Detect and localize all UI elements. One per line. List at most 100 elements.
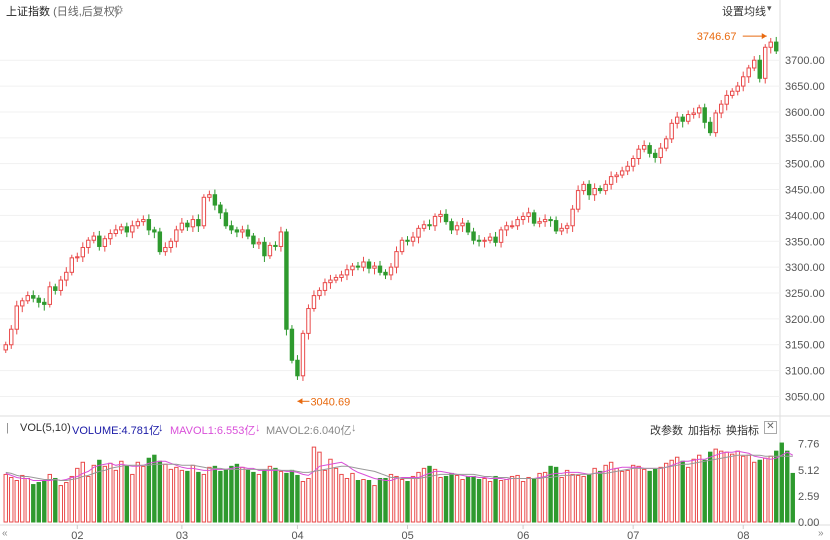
volume-bar [388, 473, 394, 523]
volume-bar [185, 470, 190, 523]
volume-bar [394, 475, 399, 523]
candle-body [746, 67, 751, 78]
volume-bar [75, 467, 80, 523]
candle-body [730, 90, 735, 96]
volume-bar [157, 460, 163, 523]
volume-bar [383, 477, 388, 523]
candle-body [300, 332, 306, 377]
volume-bar [317, 451, 322, 523]
volume-bar [476, 478, 482, 523]
volume-bar [663, 462, 669, 523]
candle-body [64, 271, 69, 281]
volume-bar [14, 480, 19, 523]
volume-bar [548, 465, 553, 523]
mavol1-value: MAVOL1:6.553亿 [170, 425, 256, 437]
mavol1-arrow: ↓ [255, 422, 261, 434]
volume-bar [586, 473, 592, 523]
volume-indicator-bar: | VOL(5,10) VOLUME:4.781亿 ↓ MAVOL1:6.553… [0, 420, 780, 437]
candle-body [267, 244, 273, 257]
candle-body [234, 229, 240, 233]
volume-bar [328, 458, 333, 523]
volume-bar [768, 455, 773, 523]
candle-body [685, 114, 691, 122]
candle-body [493, 236, 498, 243]
candle-body [383, 271, 388, 276]
candle-body [58, 279, 63, 291]
candle-body [141, 219, 146, 223]
volume-bar [168, 468, 174, 523]
candle-body [80, 246, 86, 258]
volume-bar [570, 473, 575, 523]
gear-icon[interactable]: ⚙ [113, 3, 124, 17]
candle-body [575, 190, 581, 210]
switch-indicator-button[interactable]: 换指标 [726, 425, 759, 437]
volume-bar [757, 459, 762, 523]
volume-bar [625, 469, 630, 523]
candle-body [498, 229, 504, 243]
mavol2-value: MAVOL2:6.040亿 [266, 425, 352, 437]
volume-bar [614, 467, 619, 523]
candle-body [25, 295, 30, 302]
volume-bar [223, 468, 229, 523]
add-indicator-button[interactable]: 加指标 [688, 425, 721, 437]
candle-body [570, 208, 575, 227]
candle-body [163, 246, 168, 253]
candle-body [427, 224, 432, 227]
volume-bar [696, 454, 702, 523]
volume-bar [443, 475, 449, 523]
close-icon[interactable]: ✕ [764, 421, 777, 434]
volume-bar [421, 467, 427, 523]
volume-bar [130, 473, 135, 523]
candle-body [218, 204, 223, 214]
volume-bar [636, 465, 641, 523]
candle-body [322, 282, 328, 291]
candle-body [724, 94, 729, 105]
scroll-right-icon[interactable]: » [818, 528, 824, 539]
volume-bar [763, 457, 768, 523]
candle-body [289, 328, 295, 361]
change-params-button[interactable]: 改参数 [650, 425, 683, 437]
volume-bar [135, 461, 141, 523]
candle-body [53, 286, 58, 291]
candle-body [707, 121, 713, 134]
volume-bar [482, 477, 487, 523]
scroll-left-icon[interactable]: « [2, 528, 8, 539]
volume-bar [730, 453, 735, 523]
candle-body [333, 276, 339, 281]
x-tick-label: 03 [176, 530, 188, 540]
volume-bar [42, 480, 47, 523]
volume-bar [707, 451, 713, 523]
volume-bar [289, 469, 295, 523]
volume-bar [702, 459, 707, 523]
candle-body [581, 183, 586, 192]
candle-body [454, 225, 460, 231]
candle-body [344, 269, 350, 276]
volume-bar [97, 459, 102, 523]
volume-bar [553, 466, 559, 523]
volume-bar [3, 473, 8, 523]
candle-body [317, 289, 322, 297]
candle-body [130, 225, 135, 233]
volume-bar [438, 476, 443, 523]
volume-bar [746, 454, 751, 523]
candle-body [625, 165, 630, 172]
volume-bar [361, 478, 366, 523]
y-tick-label: 3050.00 [785, 391, 825, 403]
set-ma-button[interactable]: 设置均线 [722, 6, 766, 18]
chevron-down-icon[interactable]: ▾ [767, 3, 772, 13]
volume-bar [278, 470, 284, 523]
candle-body [174, 229, 179, 242]
volume-bar [603, 464, 608, 523]
volume-bar [608, 461, 614, 523]
volume-bar [240, 466, 245, 523]
volume-bar [190, 464, 196, 523]
volume-bar [245, 469, 251, 523]
volume-bar [790, 472, 795, 523]
y-tick-label: 3600.00 [785, 107, 825, 119]
candle-body [438, 213, 443, 217]
volume-bar [47, 473, 52, 523]
volume-bar [141, 465, 146, 523]
volume-bar [80, 461, 86, 523]
candle-body [207, 194, 212, 198]
